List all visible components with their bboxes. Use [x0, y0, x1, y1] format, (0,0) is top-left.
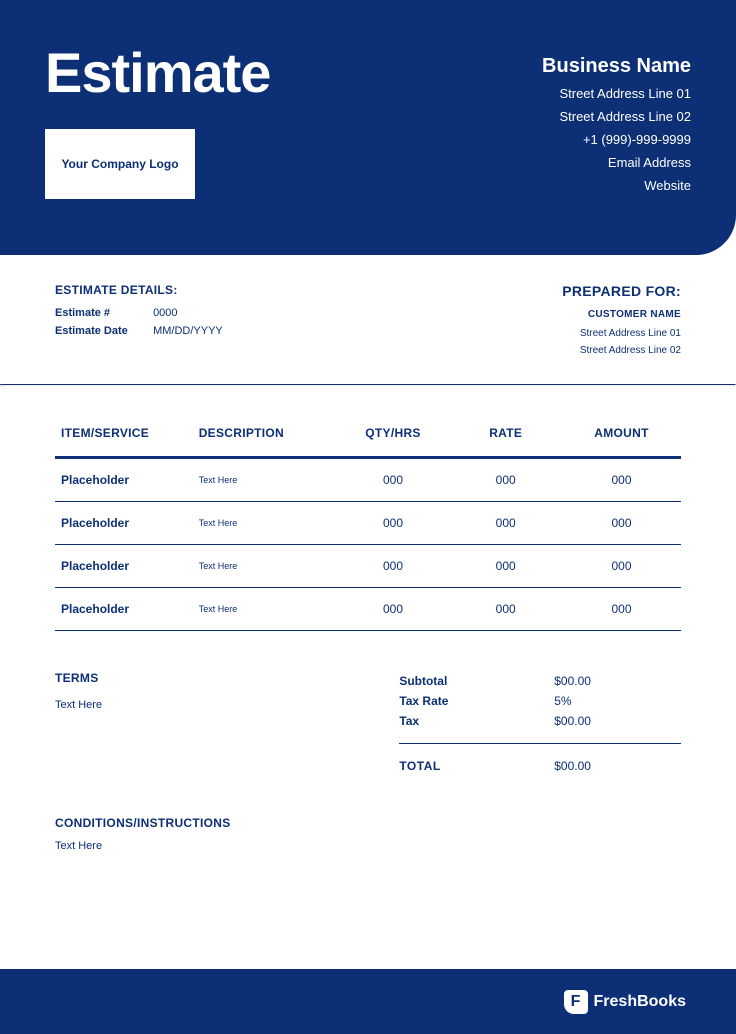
business-info: Business Name Street Address Line 01 Str… [542, 40, 691, 225]
business-website: Website [542, 178, 691, 193]
subtotal-row: Subtotal $00.00 [399, 671, 681, 691]
conditions-text: Text Here [55, 840, 681, 852]
tax-label: Tax [399, 714, 554, 728]
item-name: Placeholder [55, 545, 193, 588]
col-qty: QTY/HRS [337, 426, 450, 458]
footer: F FreshBooks [0, 969, 736, 1034]
customer-address-2: Street Address Line 02 [562, 345, 681, 356]
item-amount: 000 [562, 588, 681, 631]
item-name: Placeholder [55, 588, 193, 631]
estimate-date-label: Estimate Date [55, 325, 150, 337]
total-row: TOTAL $00.00 [399, 756, 681, 776]
item-amount: 000 [562, 458, 681, 502]
item-rate: 000 [449, 502, 562, 545]
business-email: Email Address [542, 155, 691, 170]
estimate-date: MM/DD/YYYY [153, 325, 223, 337]
item-description: Text Here [193, 502, 337, 545]
company-logo-placeholder: Your Company Logo [45, 129, 195, 199]
tax-value: $00.00 [554, 714, 681, 728]
table-row: PlaceholderText Here000000000 [55, 458, 681, 502]
prepared-for: PREPARED FOR: CUSTOMER NAME Street Addre… [562, 283, 681, 362]
line-items-table: ITEM/SERVICE DESCRIPTION QTY/HRS RATE AM… [55, 426, 681, 631]
col-rate: RATE [449, 426, 562, 458]
customer-name: CUSTOMER NAME [562, 309, 681, 320]
totals-divider [399, 743, 681, 744]
item-description: Text Here [193, 545, 337, 588]
item-rate: 000 [449, 545, 562, 588]
item-amount: 000 [562, 545, 681, 588]
line-items-section: ITEM/SERVICE DESCRIPTION QTY/HRS RATE AM… [0, 386, 736, 641]
total-label: TOTAL [399, 759, 554, 773]
totals-block: Subtotal $00.00 Tax Rate 5% Tax $00.00 T… [399, 671, 681, 776]
total-value: $00.00 [554, 759, 681, 773]
col-description: DESCRIPTION [193, 426, 337, 458]
table-row: PlaceholderText Here000000000 [55, 588, 681, 631]
item-qty: 000 [337, 588, 450, 631]
business-address-2: Street Address Line 02 [542, 109, 691, 124]
item-qty: 000 [337, 502, 450, 545]
conditions-section: CONDITIONS/INSTRUCTIONS Text Here [0, 776, 736, 852]
header: Estimate Your Company Logo Business Name… [0, 0, 736, 255]
business-phone: +1 (999)-999-9999 [542, 132, 691, 147]
conditions-label: CONDITIONS/INSTRUCTIONS [55, 816, 681, 830]
estimate-number: 0000 [153, 307, 177, 319]
item-description: Text Here [193, 458, 337, 502]
terms-totals-section: TERMS Text Here Subtotal $00.00 Tax Rate… [0, 641, 736, 776]
freshbooks-text: FreshBooks [594, 993, 686, 1011]
item-rate: 000 [449, 458, 562, 502]
table-header-row: ITEM/SERVICE DESCRIPTION QTY/HRS RATE AM… [55, 426, 681, 458]
estimate-number-label: Estimate # [55, 307, 150, 319]
prepared-for-label: PREPARED FOR: [562, 283, 681, 299]
terms-block: TERMS Text Here [55, 671, 305, 776]
item-rate: 000 [449, 588, 562, 631]
item-name: Placeholder [55, 502, 193, 545]
customer-address-1: Street Address Line 01 [562, 328, 681, 339]
estimate-number-row: Estimate # 0000 [55, 307, 223, 319]
item-qty: 000 [337, 458, 450, 502]
estimate-details-label: ESTIMATE DETAILS: [55, 283, 223, 297]
item-name: Placeholder [55, 458, 193, 502]
table-row: PlaceholderText Here000000000 [55, 545, 681, 588]
item-qty: 000 [337, 545, 450, 588]
taxrate-value: 5% [554, 694, 681, 708]
taxrate-row: Tax Rate 5% [399, 691, 681, 711]
business-address-1: Street Address Line 01 [542, 86, 691, 101]
freshbooks-logo: F FreshBooks [564, 990, 686, 1014]
estimate-date-row: Estimate Date MM/DD/YYYY [55, 325, 223, 337]
tax-row: Tax $00.00 [399, 711, 681, 731]
terms-text: Text Here [55, 699, 305, 711]
subtotal-label: Subtotal [399, 674, 554, 688]
taxrate-label: Tax Rate [399, 694, 554, 708]
terms-label: TERMS [55, 671, 305, 685]
item-amount: 000 [562, 502, 681, 545]
table-row: PlaceholderText Here000000000 [55, 502, 681, 545]
estimate-details-section: ESTIMATE DETAILS: Estimate # 0000 Estima… [0, 255, 736, 384]
item-description: Text Here [193, 588, 337, 631]
col-item: ITEM/SERVICE [55, 426, 193, 458]
subtotal-value: $00.00 [554, 674, 681, 688]
freshbooks-icon: F [564, 990, 588, 1014]
col-amount: AMOUNT [562, 426, 681, 458]
document-title: Estimate [45, 40, 270, 105]
estimate-details: ESTIMATE DETAILS: Estimate # 0000 Estima… [55, 283, 223, 362]
business-name: Business Name [542, 55, 691, 78]
header-left: Estimate Your Company Logo [45, 40, 270, 225]
